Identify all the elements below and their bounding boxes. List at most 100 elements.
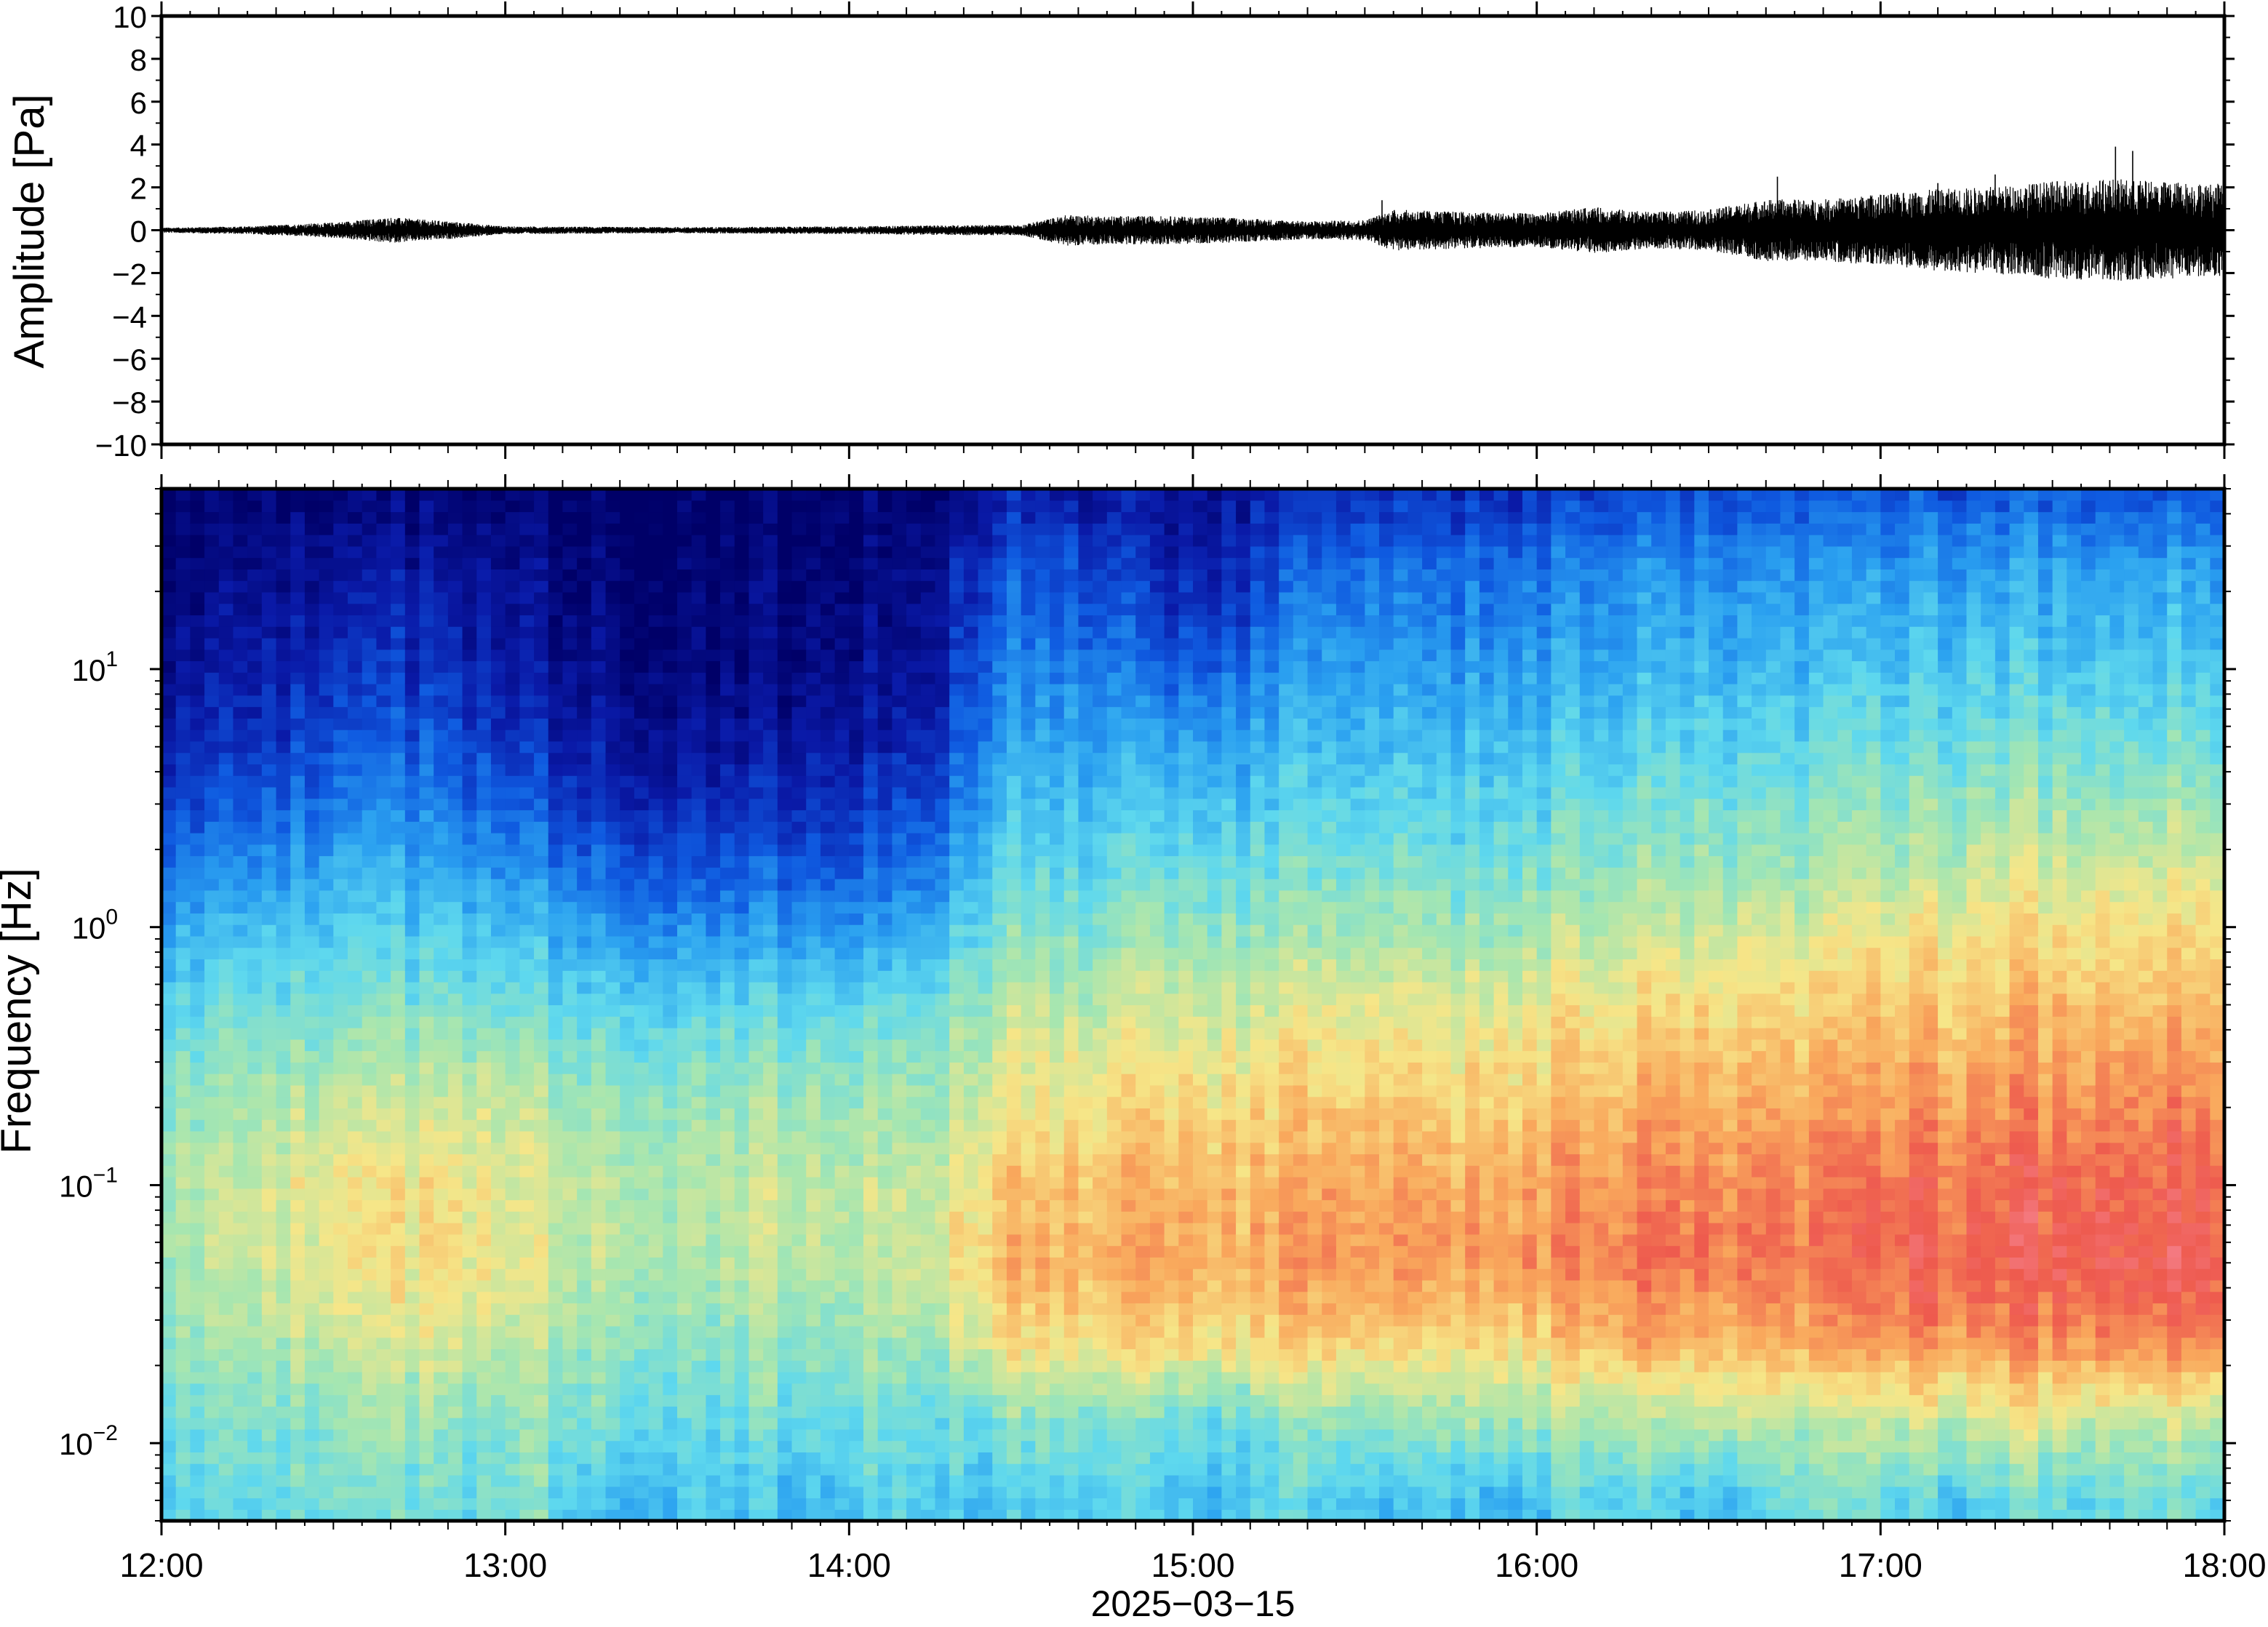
spectrogram-cell <box>778 1475 792 1487</box>
spectrogram-cell <box>362 1154 377 1165</box>
spectrogram-cell <box>247 1200 262 1212</box>
spectrogram-cell <box>219 856 233 868</box>
spectrogram-cell <box>906 729 921 741</box>
spectrogram-cell <box>319 1211 334 1223</box>
spectrogram-cell <box>519 661 534 673</box>
spectrogram-cell <box>376 1108 391 1119</box>
spectrogram-cell <box>204 821 219 833</box>
spectrogram-cell <box>219 741 233 753</box>
spectrogram-cell <box>820 649 835 661</box>
spectrogram-cell <box>748 512 763 524</box>
spectrogram-cell <box>720 787 735 799</box>
spectrogram-cell <box>519 1119 534 1131</box>
spectrogram-cell <box>735 1441 749 1452</box>
spectrogram-cell <box>634 1326 649 1338</box>
spectrogram-cell <box>677 1062 692 1074</box>
spectrogram-cell <box>519 592 534 604</box>
spectrogram-cell <box>247 1143 262 1154</box>
spectrogram-cell <box>405 867 420 879</box>
spectrogram-cell <box>649 1395 663 1407</box>
spectrogram-cell <box>706 1360 720 1372</box>
spectrogram-cell <box>591 1143 606 1154</box>
spectrogram-cell <box>692 1383 706 1395</box>
spectrogram-cell <box>190 500 204 512</box>
spectrogram-cell <box>420 1280 434 1292</box>
spectrogram-cell <box>519 821 534 833</box>
spectrogram-cell <box>748 1429 763 1441</box>
spectrogram-cell <box>333 741 348 753</box>
spectrogram-cell <box>506 1165 520 1177</box>
spectrogram-cell <box>591 1406 606 1418</box>
spectrogram-cell <box>290 775 305 787</box>
spectrogram-cell <box>606 535 620 546</box>
spectrogram-cell <box>735 1108 749 1119</box>
spectrogram-cell <box>491 948 506 959</box>
spectrogram-cell <box>692 1452 706 1463</box>
spectrogram-cell <box>692 649 706 661</box>
spectrogram-cell <box>692 1016 706 1028</box>
spectrogram-cell <box>420 867 434 879</box>
spectrogram-cell <box>519 1143 534 1154</box>
spectrogram-cell <box>463 1487 477 1498</box>
spectrogram-cell <box>906 1349 921 1361</box>
spectrogram-cell <box>892 1154 906 1165</box>
spectrogram-cell <box>863 1314 878 1326</box>
spectrogram-cell <box>792 1383 807 1395</box>
spectrogram-cell <box>634 764 649 775</box>
spectrogram-cell <box>448 580 463 592</box>
spectrogram-cell <box>190 1108 204 1119</box>
spectrogram-cell <box>606 1143 620 1154</box>
spectrogram-cell <box>634 580 649 592</box>
spectrogram-cell <box>348 1085 362 1097</box>
spectrogram-cell <box>348 1097 362 1108</box>
spectrogram-cell <box>663 695 677 707</box>
spectrogram-cell <box>204 1280 219 1292</box>
spectrogram-cell <box>448 512 463 524</box>
spectrogram-cell <box>491 1200 506 1212</box>
spectrogram-cell <box>835 1074 850 1085</box>
spectrogram-cell <box>534 1108 548 1119</box>
spectrogram-cell <box>219 1085 233 1097</box>
spectrogram-cell <box>878 741 893 753</box>
spectrogram-cell <box>863 936 878 948</box>
spectrogram-cell <box>506 661 520 673</box>
spectrogram-cell <box>348 1268 362 1280</box>
spectrogram-cell <box>591 753 606 764</box>
spectrogram-cell <box>519 512 534 524</box>
spectrogram-cell <box>290 1039 305 1051</box>
spectrogram-cell <box>362 649 377 661</box>
spectrogram-cell <box>835 1234 850 1246</box>
spectrogram-cell <box>491 787 506 799</box>
spectrogram-cell <box>434 546 448 558</box>
spectrogram-cell <box>376 924 391 936</box>
spectrogram-cell <box>219 1051 233 1063</box>
spectrogram-cell <box>792 753 807 764</box>
spectrogram-cell <box>591 1097 606 1108</box>
spectrogram-cell <box>606 512 620 524</box>
spectrogram-cell <box>763 1119 778 1131</box>
spectrogram-cell <box>233 1062 247 1074</box>
spectrogram-cell <box>677 1131 692 1143</box>
spectrogram-cell <box>806 661 820 673</box>
spectrogram-cell <box>434 1349 448 1361</box>
spectrogram-cell <box>519 523 534 535</box>
spectrogram-cell <box>577 913 591 924</box>
spectrogram-cell <box>420 1154 434 1165</box>
spectrogram-cell <box>634 638 649 649</box>
spectrogram-cell <box>835 1143 850 1154</box>
spectrogram-cell <box>863 1372 878 1383</box>
spectrogram-cell <box>692 1268 706 1280</box>
spectrogram-cell <box>519 1005 534 1017</box>
spectrogram-cell <box>921 1452 935 1463</box>
spectrogram-cell <box>333 1188 348 1200</box>
spectrogram-cell <box>778 1441 792 1452</box>
spectrogram-cell <box>348 1016 362 1028</box>
spectrogram-cell <box>290 1360 305 1372</box>
spectrogram-cell <box>792 1051 807 1063</box>
spectrogram-cell <box>606 649 620 661</box>
spectrogram-cell <box>491 1395 506 1407</box>
spectrogram-cell <box>391 535 405 546</box>
spectrogram-cell <box>434 1108 448 1119</box>
spectrogram-cell <box>820 569 835 580</box>
spectrogram-cell <box>233 1200 247 1212</box>
